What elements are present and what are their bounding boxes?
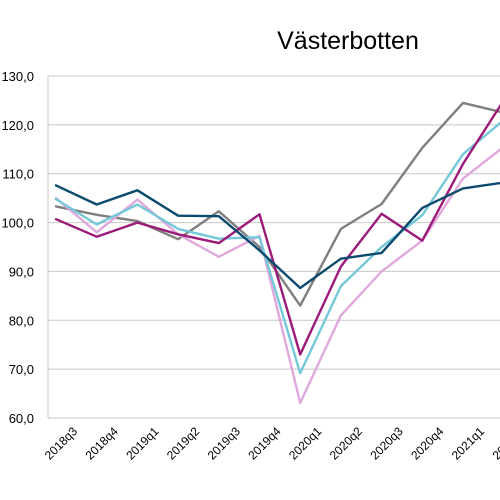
y-tick-label: 120,0 [1,118,34,133]
x-tick-label: 2020q1 [286,424,324,462]
y-tick-label: 60,0 [9,411,34,426]
y-tick-label: 70,0 [9,362,34,377]
x-tick-label: 2020q2 [327,424,365,462]
y-tick-label: 110,0 [2,167,34,182]
x-tick-label: 2020q3 [368,424,406,462]
x-tick-label: 2018q4 [83,424,121,462]
y-axis-ticks: 60,0 70,0 80,0 90,0 100,0 110,0 120,0 130,0 [1,69,34,426]
y-tick-label: 80,0 [9,313,34,328]
series-lines [54,101,500,405]
series-line-4 [54,103,500,356]
x-tick-label: 2019q3 [205,424,243,462]
chart-title: Västerbotten [277,27,419,55]
y-tick-label: 100,0 [1,216,34,231]
y-tick-label: 90,0 [9,264,34,279]
x-tick-label: 2021q2 [490,424,500,462]
x-tick-label: 2020q4 [408,424,446,462]
y-tick-label: 130,0 [1,69,34,84]
x-tick-label: 2019q4 [245,424,283,462]
x-tick-label: 2018q3 [42,424,80,462]
x-axis-ticks: 2018q3 2018q4 2019q1 2019q2 2019q3 2019q4 2020… [42,424,500,462]
series-line-1 [54,101,500,307]
x-tick-label: 2019q1 [123,424,161,462]
series-line-5 [54,181,500,290]
gridlines [47,75,500,419]
x-tick-label: 2019q2 [164,424,202,462]
series-line-3 [54,121,500,375]
x-tick-label: 2021q1 [449,424,487,462]
